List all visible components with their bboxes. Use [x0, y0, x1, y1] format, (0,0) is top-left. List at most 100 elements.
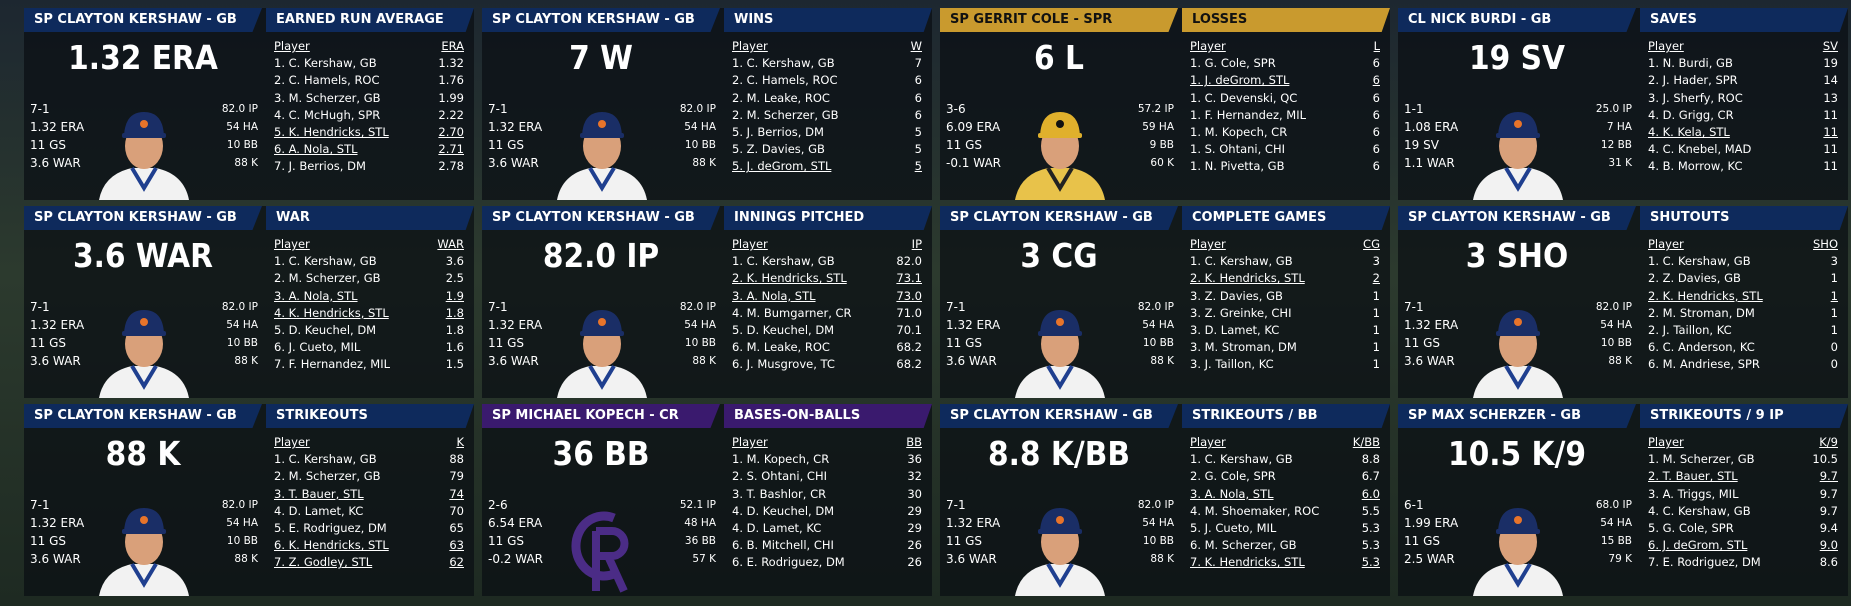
collar	[1046, 364, 1074, 390]
leader-value: 79	[449, 469, 464, 484]
card-stat: 10 BB	[684, 139, 716, 151]
card-stats-right: 82.0 IP 54 HA 10 BB 88 K	[1578, 298, 1632, 370]
leader-value: 6.7	[1361, 469, 1380, 484]
card-stat: -0.2 WAR	[488, 552, 543, 566]
leader-value: 70	[449, 503, 464, 518]
leader-value: 11	[1823, 159, 1838, 174]
leader-panel: SP CLAYTON KERSHAW - GB STRIKEOUTS / BB 8.…	[940, 404, 1390, 596]
leader-row: 4. C. Knebel, MAD 11	[1648, 141, 1838, 158]
leader-name: 2. C. Hamels, ROC	[732, 73, 838, 88]
jersey	[557, 366, 647, 398]
collar	[588, 166, 616, 192]
leader-name: 1. G. Cole, SPR	[1190, 56, 1276, 71]
leader-name: 6. M. Andriese, SPR	[1648, 357, 1760, 372]
card-stat: 11 GS	[946, 336, 982, 350]
card-stat: 6.09 ERA	[946, 120, 1001, 134]
leader-value: 6.0	[1361, 486, 1380, 501]
leader-name: 2. Z. Davies, GB	[1648, 271, 1741, 286]
leader-value: 30	[907, 486, 922, 501]
card-stat: 7-1	[946, 300, 966, 314]
card-stat: 6.54 ERA	[488, 516, 543, 530]
card-stats-left: 7-1 1.32 ERA 11 GS 3.6 WAR	[946, 298, 1000, 370]
leader-value: 70.1	[896, 323, 922, 338]
leader-row: 5. J. deGrom, STL 5	[732, 158, 922, 175]
leader-value: 6	[914, 107, 922, 122]
card-stats-right: 25.0 IP 7 HA 12 BB 31 K	[1578, 100, 1632, 172]
column-header: Player	[1190, 435, 1226, 449]
cap-brim	[1038, 331, 1082, 336]
leader-table: Player BB 1. M. Kopech, CR 36 2. S. Ohtani, …	[732, 434, 922, 572]
collar	[588, 364, 616, 390]
card-stat: 52.1 IP	[679, 499, 716, 511]
leader-value: 3	[1372, 254, 1380, 269]
column-header: Player	[1190, 39, 1226, 53]
collar	[1504, 166, 1532, 192]
leader-name: 6. J. deGrom, STL	[1648, 538, 1748, 553]
leader-row: 1. C. Kershaw, GB 3	[1648, 253, 1838, 270]
card-stat: 7-1	[30, 498, 50, 512]
card-stats-right: 82.0 IP 54 HA 10 BB 88 K	[662, 100, 716, 172]
leader-value: 63	[449, 538, 464, 553]
card-stat: 82.0 IP	[1137, 301, 1174, 313]
player-header: CL NICK BURDI - GB	[1398, 8, 1636, 32]
leader-value: 6	[914, 73, 922, 88]
leader-value: 2.5	[445, 271, 464, 286]
leader-name: 5. E. Rodriguez, DM	[274, 521, 387, 536]
card-stat: 1.08 ERA	[1404, 120, 1459, 134]
leader-row: 6. K. Hendricks, STL 63	[274, 537, 464, 554]
card-stat: -0.1 WAR	[946, 156, 1001, 170]
leader-row: 2. M. Leake, ROC 6	[732, 90, 922, 107]
card-stat: 1.32 ERA	[30, 516, 85, 530]
leader-row: 1. C. Kershaw, GB 3	[1190, 253, 1380, 270]
card-stat: 7-1	[30, 102, 50, 116]
player-portrait	[1015, 112, 1105, 200]
leader-row: 7. Z. Godley, STL 62	[274, 554, 464, 571]
leader-row: 2. S. Ohtani, CHI 32	[732, 468, 922, 485]
cap-brim	[1496, 529, 1540, 534]
card-stat: 1.32 ERA	[30, 120, 85, 134]
leader-name: 1. S. Ohtani, CHI	[1190, 142, 1285, 157]
leader-value: 1	[1372, 357, 1380, 372]
leader-panel: SP CLAYTON KERSHAW - GB STRIKEOUTS 88 K 7-1…	[24, 404, 474, 596]
leader-name: 4. C. McHugh, SPR	[274, 107, 381, 122]
column-header: Player	[274, 435, 310, 449]
leader-value: 68.2	[896, 340, 922, 355]
stat-header: EARNED RUN AVERAGE	[266, 8, 474, 32]
cap-logo	[1514, 120, 1522, 128]
leader-value: 29	[907, 503, 922, 518]
leader-name: 6. C. Anderson, KC	[1648, 340, 1755, 355]
leader-row: 1. F. Hernandez, MIL 6	[1190, 107, 1380, 124]
leader-row: 6. J. Cueto, MIL 1.6	[274, 339, 464, 356]
leader-name: 5. J. Cueto, MIL	[1190, 521, 1277, 536]
card-stat: 1.32 ERA	[946, 318, 1001, 332]
leader-name: 4. D. Lamet, KC	[732, 521, 822, 536]
leader-value: 5	[914, 125, 922, 140]
cap-brim	[580, 331, 624, 336]
big-stat: 82.0 IP	[542, 236, 660, 275]
card-stat: 31 K	[1608, 157, 1632, 169]
leader-row: 4. C. Kershaw, GB 9.7	[1648, 503, 1838, 520]
leader-row: 3. A. Nola, STL 73.0	[732, 288, 922, 305]
leader-row: 1. S. Ohtani, CHI 6	[1190, 141, 1380, 158]
leader-row: 5. K. Hendricks, STL 2.70	[274, 124, 464, 141]
card-stat: 25.0 IP	[1595, 103, 1632, 115]
card-stat: 3.6 WAR	[946, 552, 997, 566]
stat-header: WAR	[266, 206, 474, 230]
leader-value: 10.5	[1812, 452, 1838, 467]
leader-value: 74	[449, 486, 464, 501]
leader-row: 4. M. Bumgarner, CR 71.0	[732, 305, 922, 322]
table-header: Player W	[732, 38, 922, 55]
leader-name: 4. M. Shoemaker, ROC	[1190, 503, 1320, 518]
leader-value: 1	[1372, 340, 1380, 355]
leader-name: 5. J. Berrios, DM	[732, 125, 824, 140]
table-header: Player K/BB	[1190, 434, 1380, 451]
leader-row: 1. C. Kershaw, GB 82.0	[732, 253, 922, 270]
card-stat: 57.2 IP	[1137, 103, 1174, 115]
leader-value: 1	[1830, 305, 1838, 320]
leader-row: 4. B. Morrow, KC 11	[1648, 158, 1838, 175]
leader-value: 1	[1372, 288, 1380, 303]
jersey	[99, 564, 189, 596]
leader-value: 26	[907, 555, 922, 570]
leader-value: 8.6	[1819, 555, 1838, 570]
player-header: SP CLAYTON KERSHAW - GB	[940, 404, 1178, 428]
